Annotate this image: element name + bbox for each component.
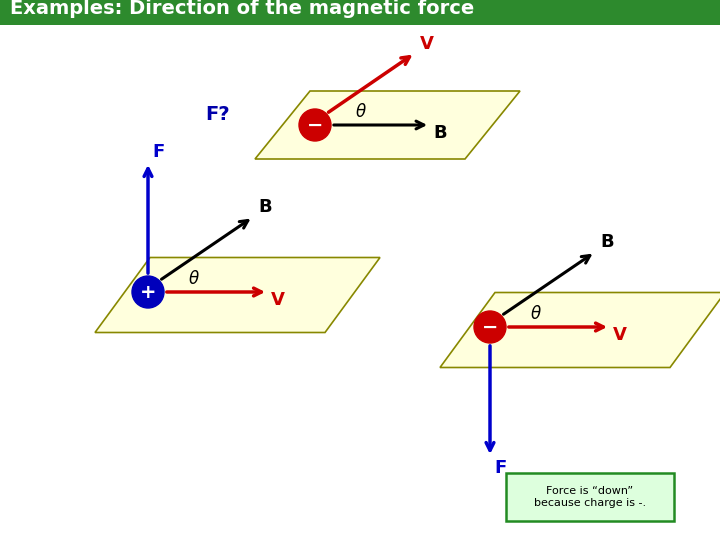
Polygon shape (95, 258, 380, 333)
FancyBboxPatch shape (0, 0, 720, 25)
Text: $\theta$: $\theta$ (188, 270, 200, 288)
Text: Force is “down”
because charge is -.: Force is “down” because charge is -. (534, 486, 646, 508)
Circle shape (299, 109, 331, 141)
Text: F: F (152, 143, 164, 161)
Text: V: V (613, 326, 627, 344)
Text: −: − (307, 116, 323, 134)
Text: $\theta$: $\theta$ (530, 305, 542, 323)
Text: B: B (258, 198, 271, 216)
Polygon shape (440, 293, 720, 368)
Text: +: + (140, 282, 156, 301)
Text: −: − (482, 318, 498, 336)
Text: B: B (433, 124, 446, 142)
Text: F: F (494, 459, 506, 477)
Text: Examples: Direction of the magnetic force: Examples: Direction of the magnetic forc… (10, 0, 474, 18)
Text: V: V (420, 35, 434, 53)
Text: $\theta$: $\theta$ (355, 103, 367, 121)
Text: V: V (271, 291, 285, 309)
Circle shape (474, 311, 506, 343)
Text: F?: F? (205, 105, 230, 124)
Polygon shape (255, 91, 520, 159)
Text: B: B (600, 233, 613, 251)
FancyBboxPatch shape (506, 473, 674, 521)
Circle shape (132, 276, 164, 308)
